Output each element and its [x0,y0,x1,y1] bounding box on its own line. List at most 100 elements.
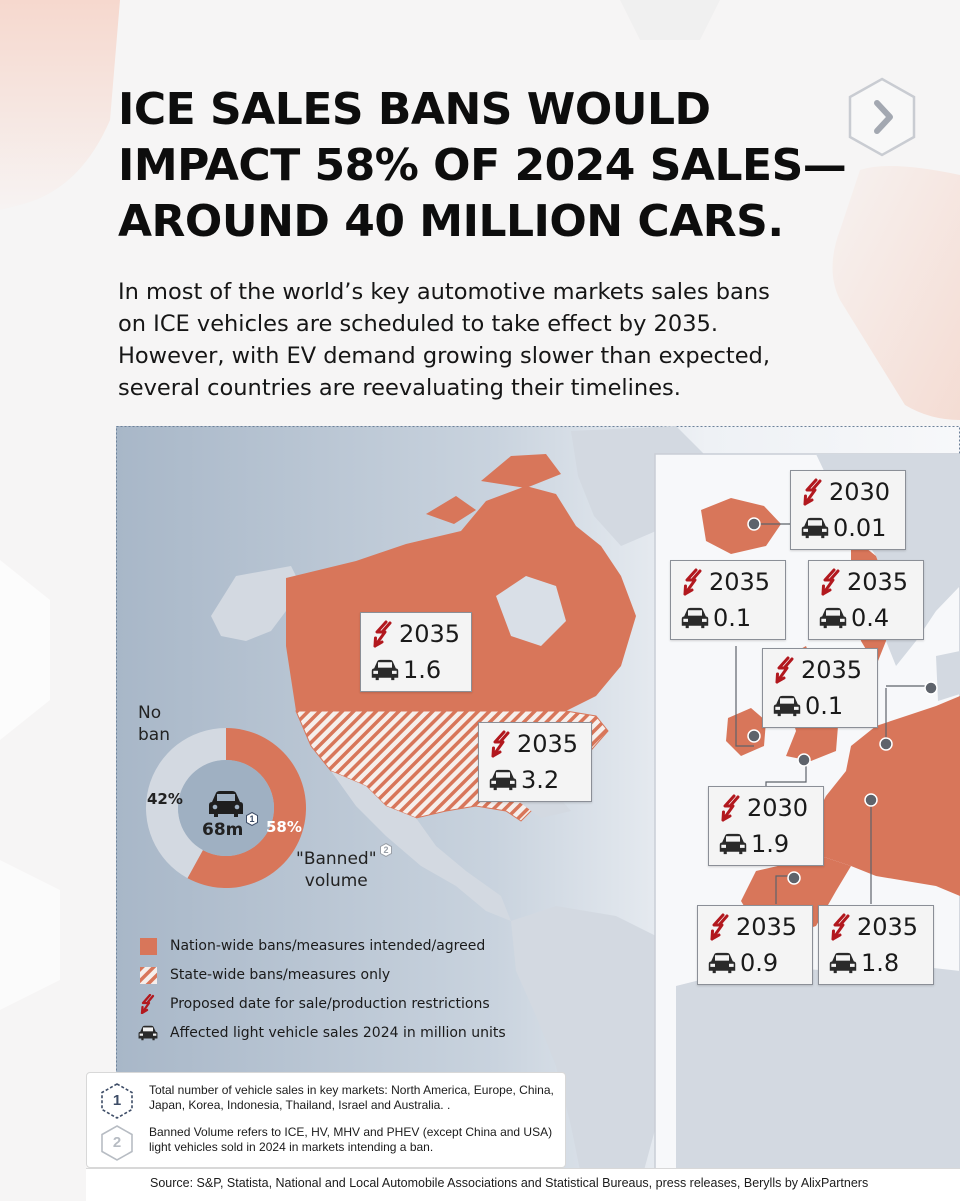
car-icon [489,769,517,791]
banned-label-line-2: volume [304,871,368,891]
intro-line-2: on ICE vehicles are scheduled to take ef… [118,311,718,337]
headline-line-2: IMPACT 58% OF 2024 SALES— [118,140,847,191]
callout-spain: 2035 0.9 [697,905,813,985]
callout-year-row: 2035 [773,655,862,685]
callout-volume-row: 1.9 [719,829,789,859]
callout-volume: 0.9 [740,949,779,977]
car-icon [819,607,847,629]
car-icon [708,952,736,974]
callout-year-row: 2035 [708,912,797,942]
legend-label-proposed-date: Proposed date for sale/production restri… [170,996,490,1012]
intro-line-3: However, with EV demand growing slower t… [118,343,770,369]
lightning-bolt-icon [138,994,158,1014]
donut-slice-no-ban [145,728,226,879]
callout-year: 2035 [847,568,909,596]
callout-year-row: 2030 [719,793,808,823]
lightning-bolt-icon [831,913,850,941]
car-icon [829,952,857,974]
car-icon [773,695,801,717]
car-icon [681,607,709,629]
source-bar: Source: S&P, Statista, National and Loca… [86,1168,960,1201]
lightning-bolt-icon [491,730,510,758]
callout-year-row: 2035 [371,619,460,649]
banned-label-line-1: "Banned" [296,849,377,869]
callout-volume-row: 1.8 [829,948,899,978]
iceland-shape [701,498,781,554]
callout-year-row: 2030 [801,477,890,507]
callout-year-row: 2035 [681,567,770,597]
callout-ireland: 2035 0.1 [670,560,786,640]
intro-line-4: several countries are reevaluating their… [118,375,681,401]
callout-volume: 1.9 [751,830,790,858]
car-icon [371,659,399,681]
state-ban-hatch-swatch [138,965,158,985]
legend-item-nation-ban: Nation-wide bans/measures intended/agree… [138,936,485,956]
callout-year: 2030 [747,794,809,822]
callout-usa: 2035 3.2 [478,722,592,802]
callout-volume-row: 0.4 [819,603,889,633]
callout-volume: 0.4 [851,604,890,632]
callout-year-row: 2035 [829,912,918,942]
chevron-right-icon [848,77,916,157]
callout-volume: 0.1 [713,604,752,632]
callout-volume: 0.01 [833,514,887,542]
donut-note-1-badge: 1 [246,811,258,827]
callout-volume-row: 0.9 [708,948,778,978]
car-icon [138,1023,158,1043]
intro-paragraph: In most of the world’s key automotive ma… [118,276,858,404]
donut-note-1-number: 1 [249,814,255,824]
donut-banned-pct: 58% [266,818,302,836]
callout-volume-row: 0.1 [773,691,843,721]
donut-car-icon [209,791,243,817]
legend-label-nation-ban: Nation-wide bans/measures intended/agree… [170,938,486,954]
headline-line-1: ICE SALES BANS WOULD [118,84,711,135]
continental-europe-shape [811,696,960,896]
lightning-bolt-icon [821,568,840,596]
hudson-bay-shape [496,576,566,646]
donut-no-ban-pct: 42% [147,790,183,808]
callout-year: 2030 [829,478,891,506]
donut-center-value: 68m [202,820,243,840]
intro-line-1: In most of the world’s key automotive ma… [118,279,770,305]
headline-line-3: AROUND 40 MILLION CARS. [118,196,784,247]
footnote-2-number: 2 [112,1134,122,1151]
location-dots [747,517,938,885]
callout-iceland: 2030 0.01 [790,470,906,550]
nation-ban-swatch [138,936,158,956]
callout-year-row: 2035 [489,729,578,759]
footnote-1-hex-icon: 1 [101,1083,133,1124]
callout-volume-row: 3.2 [489,765,559,795]
footnote-1-number: 1 [112,1092,122,1109]
no-ban-label-line-2: ban [138,725,170,745]
next-button[interactable] [846,76,918,158]
donut-banned-label: "Banned" volume [296,848,377,892]
banned-volume-donut [145,728,306,888]
source-text: Source: S&P, Statista, National and Loca… [150,1176,869,1190]
callout-year: 2035 [736,913,798,941]
footnotes: 1 Total number of vehicle sales in key m… [86,1072,566,1168]
callout-volume: 0.1 [805,692,844,720]
lightning-bolt-icon [710,913,729,941]
callout-netherlands: 2035 0.1 [762,648,878,728]
callout-volume: 1.8 [861,949,900,977]
headline: ICE SALES BANS WOULD IMPACT 58% OF 2024 … [118,82,847,250]
footnote-1-text: Total number of vehicle sales in key mar… [149,1083,554,1112]
north-africa-shape [676,966,960,1200]
callout-year: 2035 [517,730,579,758]
callout-year: 2035 [801,656,863,684]
callout-volume: 1.6 [403,656,442,684]
arctic-islands-shape [481,454,561,488]
callout-year: 2035 [857,913,919,941]
legend-label-state-ban: State-wide bans/measures only [170,967,391,983]
donut-note-2-number: 2 [383,845,389,855]
mexico-shape [331,771,511,921]
callout-year: 2035 [709,568,771,596]
car-icon [719,833,747,855]
callout-volume: 3.2 [521,766,560,794]
alaska-shape [211,566,301,641]
donut-slice-banned [187,728,306,888]
donut-total-value: 68m [202,820,244,840]
donut-note-2-badge: 2 [380,842,392,858]
callout-volume-row: 0.01 [801,513,886,543]
